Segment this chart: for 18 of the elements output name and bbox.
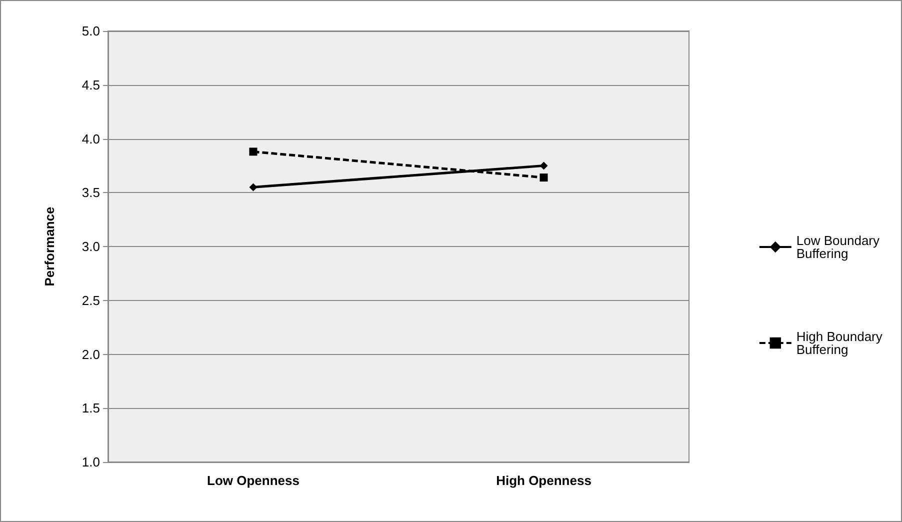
point: [540, 174, 548, 182]
legend-label: High Boundary Buffering: [796, 329, 886, 357]
y-tick-label: 3.0: [82, 239, 100, 254]
y-tick-label: 1.0: [82, 454, 100, 470]
y-tick-label: 5.0: [82, 24, 100, 38]
point: [249, 183, 258, 192]
point: [249, 148, 258, 156]
y-tick-label: 1.5: [82, 400, 100, 416]
y-axis-title: Performance: [42, 206, 57, 286]
y-tick-label: 2.5: [82, 292, 100, 308]
point: [540, 162, 548, 170]
y-tick-label: 4.5: [82, 77, 100, 92]
y-tick-label: 2.0: [82, 346, 100, 362]
x-tick-label: Low Openness: [207, 473, 300, 488]
y-tick-label: 4.0: [82, 131, 100, 146]
x-tick-label: High Openness: [496, 473, 592, 488]
y-tick-label: 3.5: [82, 185, 100, 200]
legend-label: Low Boundary Buffering: [796, 233, 884, 261]
